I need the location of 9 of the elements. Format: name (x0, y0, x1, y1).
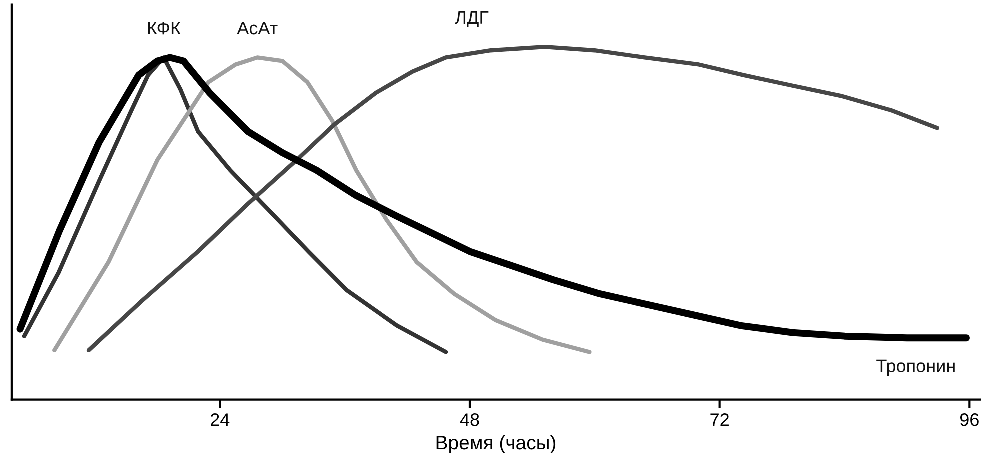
series-label: ЛДГ (455, 12, 489, 28)
x-tick-label: 72 (710, 414, 729, 426)
x-tick-label: 96 (960, 414, 979, 426)
series-label: КФК (148, 22, 181, 35)
x-tick-label: 24 (211, 414, 230, 426)
series-label: Тропонин (876, 360, 955, 376)
x-tick-label: 48 (460, 414, 480, 426)
series-label: АсАт (237, 22, 278, 35)
x-axis-title: Время (часы) (436, 435, 556, 454)
